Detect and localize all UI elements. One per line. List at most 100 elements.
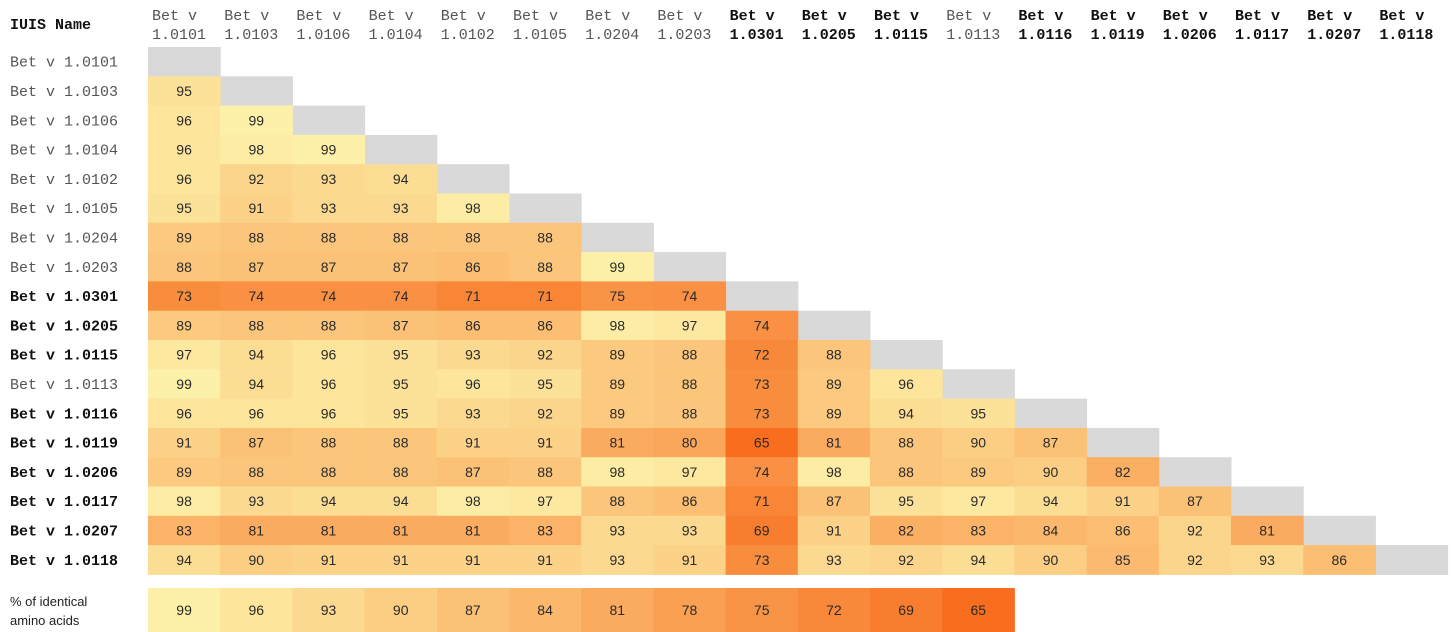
heatmap-cell — [436, 310, 510, 341]
heatmap-cell — [148, 252, 221, 282]
heatmap-cell — [870, 457, 943, 487]
cell-value: 97 — [682, 317, 698, 333]
cell-value: 96 — [321, 347, 337, 363]
cell-value: 96 — [465, 376, 481, 392]
cell-value: 81 — [393, 522, 409, 538]
cell-value: 83 — [537, 522, 553, 538]
cell-value: 99 — [321, 142, 337, 158]
legend-swatch — [581, 588, 654, 632]
heatmap-cell — [797, 515, 871, 546]
heatmap-cell — [292, 134, 366, 165]
heatmap-cell — [364, 486, 438, 517]
heatmap-cell — [220, 427, 293, 458]
cell-value: 90 — [249, 552, 265, 568]
legend-value: 75 — [754, 602, 770, 618]
row-header: Bet v 1.0119 — [10, 436, 118, 453]
legend-value: 78 — [682, 602, 698, 618]
heatmap-cell — [653, 369, 727, 400]
cell-value: 89 — [971, 464, 987, 480]
row-header: Bet v 1.0207 — [10, 523, 118, 540]
cell-value: 89 — [610, 405, 626, 421]
diagonal-cell — [292, 105, 366, 136]
heatmap-cell — [364, 252, 438, 282]
heatmap-cell — [148, 457, 221, 487]
cell-value: 94 — [176, 552, 192, 568]
diagonal-cell — [364, 134, 438, 165]
cell-value: 71 — [465, 288, 481, 304]
cell-value: 98 — [176, 493, 192, 509]
diagonal-cell — [436, 164, 510, 194]
cell-value: 93 — [826, 552, 842, 568]
col-header: 1.0117 — [1235, 27, 1289, 44]
heatmap-cell — [148, 76, 221, 107]
heatmap-cell — [436, 340, 510, 370]
legend-swatch — [797, 588, 871, 632]
heatmap-cell — [220, 134, 293, 165]
heatmap-cell — [436, 427, 510, 458]
heatmap-cell — [220, 164, 293, 194]
cell-value: 94 — [249, 376, 265, 392]
cell-value: 88 — [682, 376, 698, 392]
heatmap-cell — [364, 164, 438, 194]
cell-value: 73 — [176, 288, 192, 304]
cell-value: 91 — [465, 435, 481, 451]
heatmap-cell — [364, 222, 438, 253]
heatmap-cell — [436, 252, 510, 282]
cell-value: 88 — [537, 229, 553, 245]
col-header: 1.0205 — [802, 27, 856, 44]
heatmap-cell — [1086, 486, 1160, 517]
legend-value: 84 — [537, 602, 553, 618]
cell-value: 87 — [393, 259, 409, 275]
cell-value: 93 — [465, 347, 481, 363]
row-header: Bet v 1.0101 — [10, 55, 118, 72]
heatmap-cell — [220, 369, 293, 400]
legend-swatch — [942, 588, 1015, 632]
col-header: 1.0103 — [224, 27, 278, 44]
heatmap-cell — [870, 427, 943, 458]
heatmap-cell — [148, 222, 221, 253]
row-header: Bet v 1.0118 — [10, 553, 118, 570]
heatmap-cell — [725, 486, 799, 517]
cell-value: 88 — [465, 229, 481, 245]
heatmap-cell — [653, 281, 727, 312]
heatmap-cell — [436, 515, 510, 546]
matrix-cells: 95 96 99 96 98 99 96 92 93 94 95 91 93 93 98 89 88 88 88 88… — [148, 47, 1449, 575]
cell-value: 88 — [393, 229, 409, 245]
heatmap-cell — [509, 222, 582, 253]
cell-value: 90 — [1043, 552, 1059, 568]
heatmap-cell — [797, 369, 871, 400]
cell-value: 98 — [249, 142, 265, 158]
heatmap-cell — [220, 545, 293, 575]
diagonal-cell — [220, 76, 293, 107]
cell-value: 93 — [682, 522, 698, 538]
cell-value: 84 — [1043, 522, 1059, 538]
heatmap-cell — [1158, 515, 1232, 546]
heatmap-cell — [581, 545, 654, 575]
col-header: Bet v — [513, 8, 558, 25]
row-header: Bet v 1.0115 — [10, 348, 118, 365]
cell-value: 74 — [249, 288, 265, 304]
diagonal-cell — [1086, 427, 1160, 458]
cell-value: 94 — [1043, 493, 1059, 509]
cell-value: 88 — [249, 464, 265, 480]
heatmap-cell — [148, 369, 221, 400]
cell-value: 86 — [682, 493, 698, 509]
heatmap-cell — [220, 281, 293, 312]
cell-value: 83 — [176, 522, 192, 538]
cell-value: 93 — [321, 171, 337, 187]
heatmap-cell — [942, 398, 1015, 429]
cell-value: 98 — [610, 317, 626, 333]
heatmap-cell — [870, 398, 943, 429]
cell-value: 98 — [826, 464, 842, 480]
cell-value: 74 — [754, 464, 770, 480]
cell-value: 88 — [393, 464, 409, 480]
cell-value: 88 — [537, 259, 553, 275]
heatmap-cell — [220, 310, 293, 341]
col-header: 1.0104 — [369, 27, 423, 44]
col-header: Bet v — [730, 8, 775, 25]
heatmap-cell — [220, 252, 293, 282]
heatmap-cell — [148, 545, 221, 575]
heatmap-cell — [653, 398, 727, 429]
cell-value: 86 — [1115, 522, 1131, 538]
cell-value: 81 — [465, 522, 481, 538]
